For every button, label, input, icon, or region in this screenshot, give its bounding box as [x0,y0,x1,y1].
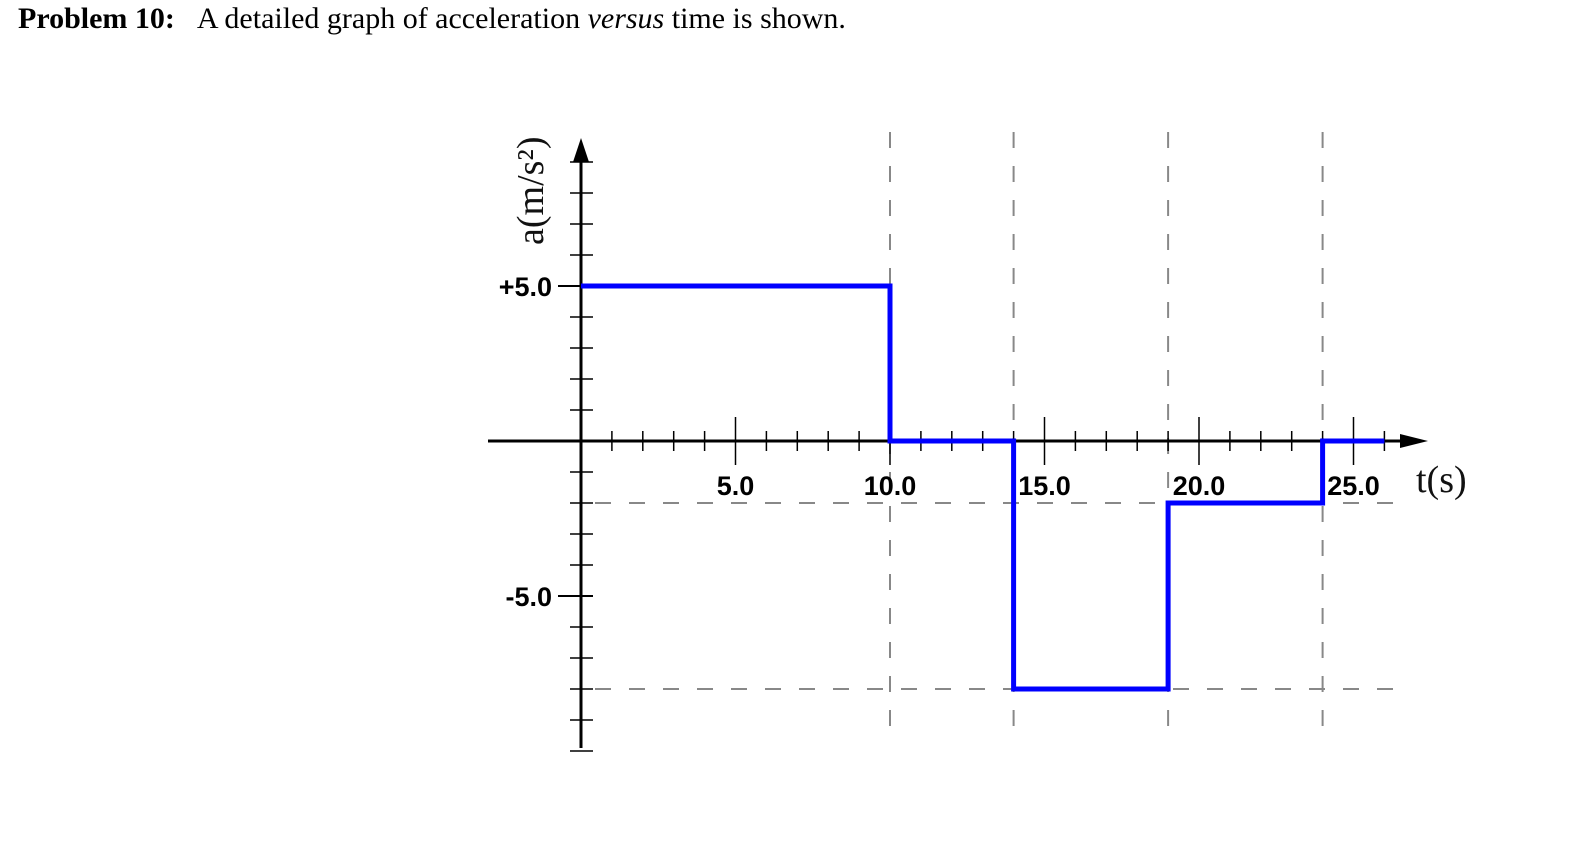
problem-description: A detailed graph of acceleration versus … [196,2,846,35]
problem-number: Problem 10: [18,2,175,35]
emphasis-versus: versus [587,2,665,35]
x-tick-label: 20.0 [1173,471,1226,501]
x-tick-label: 25.0 [1327,471,1380,501]
x-axis-title: t(s) [1416,459,1467,501]
acceleration-series-line [581,283,1385,692]
x-tick-label: 15.0 [1018,471,1071,501]
y-tick-label: -5.0 [505,582,552,612]
y-tick-label: +5.0 [499,272,552,302]
y-axis-arrow [573,138,589,162]
problem-statement: Problem 10: A detailed graph of accelerat… [18,0,846,38]
x-axis-arrow [1400,434,1428,448]
x-tick-label: 5.0 [717,471,755,501]
y-axis-title: a(m/s²) [510,137,552,245]
x-tick-label: 10.0 [864,471,917,501]
